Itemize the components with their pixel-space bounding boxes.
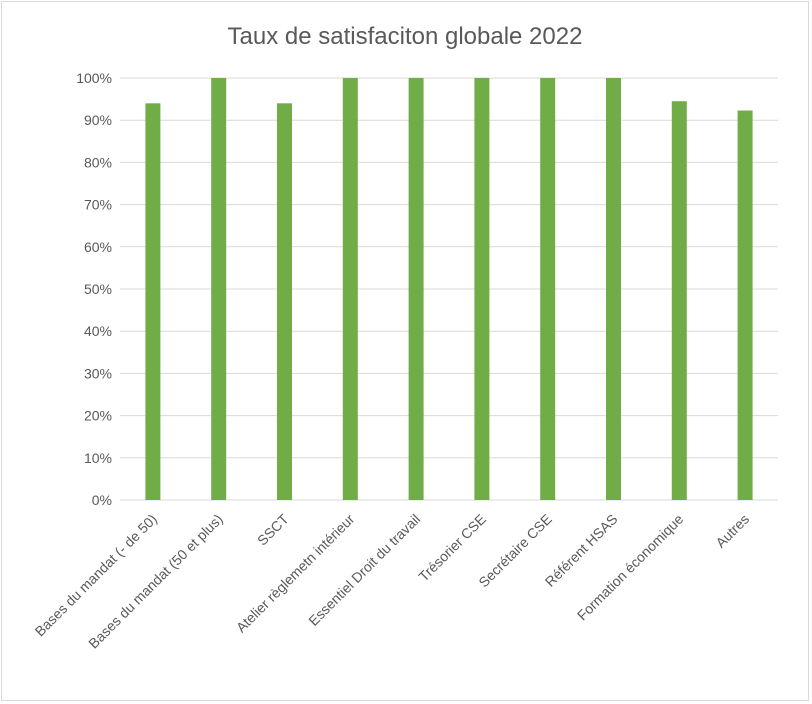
bar (342, 78, 358, 500)
x-axis-labels: Bases du mandat (- de 50)Bases du mandat… (31, 510, 752, 651)
bar (606, 78, 621, 500)
x-category-label: Bases du mandat (50 et plus) (85, 511, 226, 652)
y-tick-label: 40% (84, 323, 112, 339)
bar (145, 103, 161, 500)
bar (408, 78, 424, 500)
y-tick-label: 100% (76, 70, 112, 86)
chart-title: Taux de satisfaciton globale 2022 (228, 23, 583, 50)
x-category-label: SSCT (254, 510, 292, 548)
bar (211, 78, 227, 500)
x-category-label: Autres (712, 511, 752, 551)
y-tick-label: 90% (84, 112, 112, 128)
y-tick-label: 60% (84, 239, 112, 255)
bar (671, 101, 687, 501)
y-tick-label: 30% (84, 365, 112, 381)
y-tick-label: 70% (84, 197, 112, 213)
bar (540, 78, 556, 500)
x-category-label: Atelier règlemetn intérieur (233, 511, 358, 636)
gridlines (120, 77, 778, 501)
x-category-label: Bases du mandat (- de 50) (31, 511, 160, 640)
y-axis-ticks: 0% 10% 20% 30% 40% 50% 60% 70% 80% 90% 100% (76, 70, 112, 508)
x-category-label: Trésorier CSE (415, 511, 489, 585)
y-tick-label: 50% (84, 281, 112, 297)
y-tick-label: 20% (84, 408, 112, 424)
bar (737, 110, 753, 500)
y-tick-label: 0% (92, 492, 112, 508)
x-category-label: Essentiel Droit du travail (305, 511, 423, 629)
y-tick-label: 80% (84, 154, 112, 170)
x-category-label: Formation économique (574, 511, 687, 624)
y-tick-label: 10% (84, 450, 112, 466)
bar (474, 78, 490, 500)
bar (277, 103, 292, 500)
bars (145, 78, 753, 501)
